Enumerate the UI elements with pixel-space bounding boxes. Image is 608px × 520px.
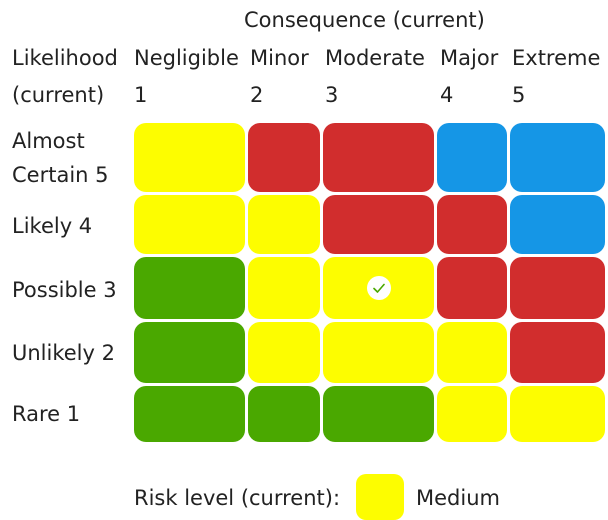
legend-swatch (356, 474, 404, 520)
matrix-cell-rare-moderate[interactable] (323, 386, 434, 442)
column-header-negligible: Negligible (134, 46, 239, 70)
matrix-cell-possible-negligible[interactable] (134, 257, 245, 319)
matrix-cell-almost-certain-extreme[interactable] (510, 123, 605, 192)
matrix-cell-almost-certain-negligible[interactable] (134, 123, 245, 192)
matrix-cell-possible-major[interactable] (437, 257, 507, 319)
legend-value: Medium (416, 486, 500, 510)
matrix-cell-rare-extreme[interactable] (510, 386, 605, 442)
matrix-cell-unlikely-negligible[interactable] (134, 322, 245, 383)
matrix-cell-likely-major[interactable] (437, 195, 507, 254)
legend-label: Risk level (current): (134, 486, 341, 510)
consequence-title: Consequence (current) (244, 8, 485, 32)
matrix-cell-almost-certain-moderate[interactable] (323, 123, 434, 192)
matrix-cell-likely-extreme[interactable] (510, 195, 605, 254)
matrix-cell-likely-negligible[interactable] (134, 195, 245, 254)
likelihood-subtitle: (current) (12, 83, 105, 107)
matrix-cell-likely-moderate[interactable] (323, 195, 434, 254)
row-label-almost-certain-line1: Almost (12, 129, 85, 153)
matrix-cell-almost-certain-major[interactable] (437, 123, 507, 192)
row-label-possible: Possible 3 (12, 278, 117, 302)
column-number-5: 5 (512, 83, 526, 107)
matrix-cell-rare-major[interactable] (437, 386, 507, 442)
column-number-1: 1 (134, 83, 148, 107)
column-header-minor: Minor (250, 46, 309, 70)
matrix-cell-unlikely-major[interactable] (437, 322, 507, 383)
check-icon (366, 276, 391, 300)
row-label-almost-certain-line2: Certain 5 (12, 163, 109, 187)
matrix-cell-possible-minor[interactable] (248, 257, 320, 319)
matrix-cell-likely-minor[interactable] (248, 195, 320, 254)
row-label-likely: Likely 4 (12, 214, 93, 238)
column-header-extreme: Extreme (512, 46, 601, 70)
matrix-cell-rare-minor[interactable] (248, 386, 320, 442)
matrix-cell-rare-negligible[interactable] (134, 386, 245, 442)
likelihood-title: Likelihood (12, 46, 118, 70)
matrix-cell-unlikely-extreme[interactable] (510, 322, 605, 383)
matrix-cell-unlikely-moderate[interactable] (323, 322, 434, 383)
row-label-rare: Rare 1 (12, 402, 81, 426)
matrix-cell-possible-moderate[interactable] (323, 257, 434, 319)
column-number-2: 2 (250, 83, 264, 107)
column-header-major: Major (440, 46, 499, 70)
matrix-cell-unlikely-minor[interactable] (248, 322, 320, 383)
matrix-cell-possible-extreme[interactable] (510, 257, 605, 319)
row-label-unlikely: Unlikely 2 (12, 341, 115, 365)
column-number-3: 3 (325, 83, 339, 107)
matrix-cell-almost-certain-minor[interactable] (248, 123, 320, 192)
column-header-moderate: Moderate (325, 46, 425, 70)
column-number-4: 4 (440, 83, 454, 107)
